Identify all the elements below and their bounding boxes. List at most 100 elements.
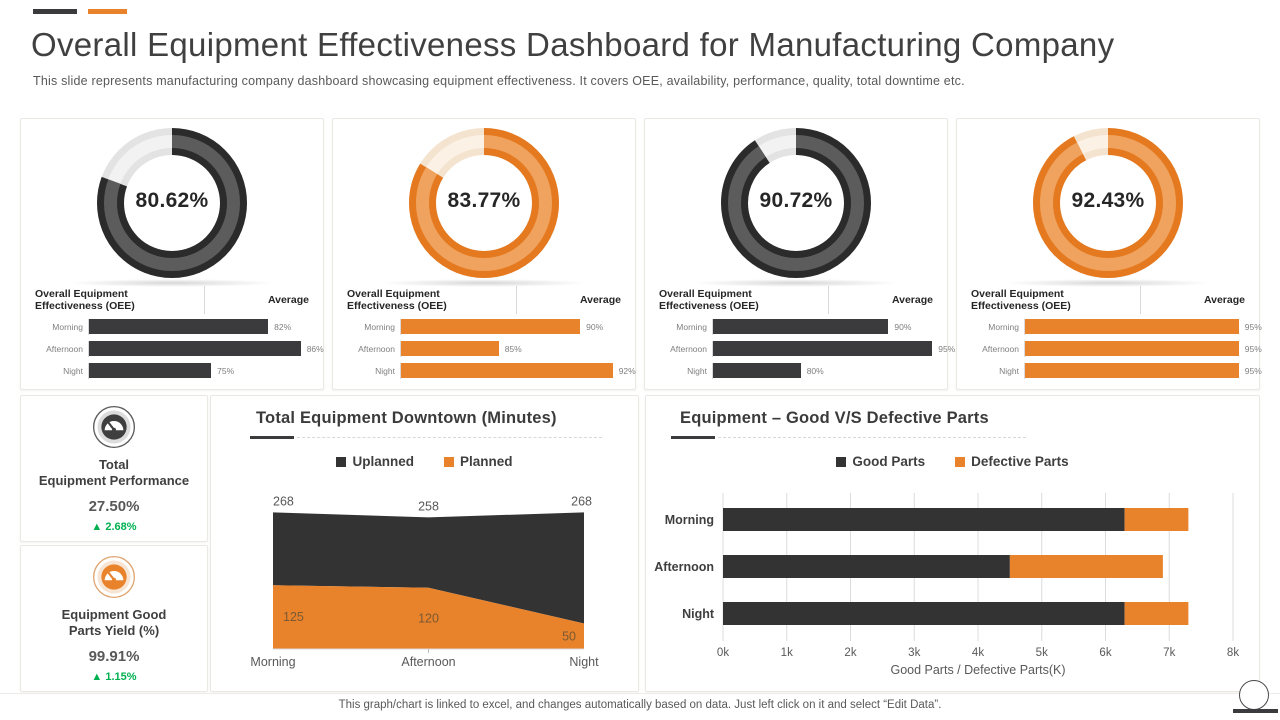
- oee-average-bar-chart[interactable]: Morning 90% Afternoon 95% Night 80%: [655, 318, 955, 385]
- average-bar-row: Afternoon 86%: [31, 340, 324, 357]
- svg-text:120: 120: [418, 611, 439, 625]
- kpi-value: 99.91%: [88, 648, 140, 665]
- svg-text:Night: Night: [569, 655, 599, 669]
- legend-item: Planned: [444, 454, 513, 469]
- svg-text:6k: 6k: [1099, 647, 1111, 659]
- kpi-value: 27.50%: [88, 498, 140, 515]
- oee-average-bar-chart[interactable]: Morning 82% Afternoon 86% Night 75%: [31, 318, 324, 385]
- bar-value-label: 95%: [938, 343, 956, 354]
- oee-card-4: 92.43% Overall Equipment Effectiveness (…: [956, 118, 1262, 390]
- bar-category-label: Afternoon: [670, 343, 707, 354]
- bar-category-label: Night: [375, 365, 395, 376]
- page-title: Overall Equipment Effectiveness Dashboar…: [31, 26, 1115, 63]
- kpi-label: Equipment Good Parts Yield (%): [61, 607, 167, 638]
- bar-category-label: Night: [999, 365, 1019, 376]
- donut-center-value: 83.77%: [447, 189, 521, 212]
- title-underline: [671, 436, 1026, 439]
- chart-title: Equipment – Good V/S Defective Parts: [680, 409, 989, 427]
- oee-donut-chart[interactable]: 80.62%: [92, 123, 252, 283]
- average-bar: [89, 363, 212, 378]
- svg-text:2k: 2k: [844, 647, 856, 659]
- bar-category-label: Morning: [52, 321, 83, 332]
- downtime-chart-card: Total Equipment Downtown (Minutes) Uplan…: [210, 395, 639, 692]
- svg-text:3k: 3k: [908, 647, 920, 659]
- accent-bar-dark: [33, 9, 77, 14]
- oee-table-header: Overall Equipment Effectiveness (OEE): [35, 288, 135, 312]
- average-bar: [713, 319, 889, 334]
- average-bar: [713, 363, 801, 378]
- average-header: Average: [579, 294, 621, 306]
- bar-category-label: Night: [63, 365, 83, 376]
- average-bar-row: Afternoon 85%: [343, 340, 629, 357]
- donut-shadow: [379, 279, 589, 287]
- average-bar-row: Night 80%: [655, 362, 941, 379]
- decorative-circle-icon: [1239, 680, 1269, 710]
- average-bar-row: Night 92%: [343, 362, 636, 379]
- oee-average-bar-chart[interactable]: Morning 95% Afternoon 95% Night 95%: [967, 318, 1262, 385]
- average-header: Average: [891, 294, 933, 306]
- bar-value-label: 90%: [586, 321, 604, 332]
- donut-center-value: 80.62%: [135, 189, 209, 212]
- average-bar-row: Afternoon 95%: [967, 340, 1262, 357]
- svg-text:50: 50: [562, 629, 576, 643]
- bar-category-label: Morning: [364, 321, 395, 332]
- bar-value-label: 82%: [274, 321, 292, 332]
- kpi-delta: ▲ 1.15%: [91, 671, 137, 683]
- kpi-card-equipment-good-parts-yield: Equipment Good Parts Yield (%) 99.91% ▲ 1…: [20, 545, 208, 692]
- parts-stacked-bar-chart[interactable]: 0k 1k 2k 3k 4k 5k 6k 7k 8k Morning Afternoon Night G…: [646, 486, 1259, 686]
- page-subtitle: This slide represents manufacturing comp…: [33, 74, 965, 88]
- oee-average-bar-chart[interactable]: Morning 90% Afternoon 85% Night 92%: [343, 318, 636, 385]
- footer-note: This graph/chart is linked to excel, and…: [338, 699, 942, 711]
- svg-text:125: 125: [283, 610, 304, 624]
- kpi-card-total-equipment-performance: Total Equipment Performance 27.50% ▲ 2.68…: [20, 395, 208, 542]
- svg-text:Afternoon: Afternoon: [654, 560, 714, 574]
- svg-text:258: 258: [418, 499, 439, 513]
- bar-value-label: 75%: [217, 365, 235, 376]
- chart-legend: Good Parts Defective Parts: [646, 454, 1259, 469]
- average-bar: [89, 319, 269, 334]
- oee-donut-chart[interactable]: 92.43%: [1028, 123, 1188, 283]
- average-bar-row: Morning 95%: [967, 318, 1262, 335]
- svg-text:1k: 1k: [781, 647, 793, 659]
- oee-table-header: Overall Equipment Effectiveness (OEE): [659, 288, 759, 312]
- donut-shadow: [67, 279, 277, 287]
- average-header: Average: [267, 294, 309, 306]
- oee-table-header: Overall Equipment Effectiveness (OEE): [971, 288, 1071, 312]
- accent-bar-orange: [88, 9, 127, 14]
- bar-value-label: 95%: [1244, 321, 1262, 332]
- svg-text:4k: 4k: [972, 647, 984, 659]
- average-header: Average: [1203, 294, 1245, 306]
- donut-center-value: 90.72%: [759, 189, 833, 212]
- average-bar: [1025, 319, 1239, 334]
- legend-item: Good Parts: [836, 454, 925, 469]
- average-bar-row: Morning 90%: [655, 318, 941, 335]
- average-bar: [1025, 341, 1239, 356]
- average-bar: [401, 341, 499, 356]
- oee-card-2: 83.77% Overall Equipment Effectiveness (…: [332, 118, 636, 390]
- average-bar: [401, 319, 581, 334]
- parts-chart-card: Equipment – Good V/S Defective Parts Goo…: [645, 395, 1260, 692]
- oee-donut-chart[interactable]: 90.72%: [716, 123, 876, 283]
- donut-shadow: [691, 279, 901, 287]
- svg-text:0k: 0k: [717, 647, 729, 659]
- header-divider: [1140, 286, 1141, 314]
- svg-text:Morning: Morning: [250, 655, 295, 669]
- downtime-area-chart[interactable]: 268 125 Morning 258 120 Afternoon 268 50 Night: [250, 474, 599, 674]
- oee-donut-chart[interactable]: 83.77%: [404, 123, 564, 283]
- bar-category-label: Morning: [676, 321, 707, 332]
- average-bar: [401, 363, 613, 378]
- svg-text:8k: 8k: [1227, 647, 1239, 659]
- chart-legend: Uplanned Planned: [211, 454, 638, 469]
- header-divider: [204, 286, 205, 314]
- oee-table-header: Overall Equipment Effectiveness (OEE): [347, 288, 447, 312]
- donut-center-value: 92.43%: [1071, 189, 1145, 212]
- title-underline: [250, 436, 602, 439]
- svg-text:Good Parts / Defective Parts(K: Good Parts / Defective Parts(K): [890, 663, 1065, 677]
- svg-text:Afternoon: Afternoon: [401, 655, 455, 669]
- bar-category-label: Morning: [988, 321, 1019, 332]
- svg-text:268: 268: [273, 494, 294, 508]
- bar-category-label: Afternoon: [982, 343, 1019, 354]
- decorative-underline: [1233, 709, 1278, 713]
- bar-category-label: Afternoon: [46, 343, 83, 354]
- donut-shadow: [1003, 279, 1213, 287]
